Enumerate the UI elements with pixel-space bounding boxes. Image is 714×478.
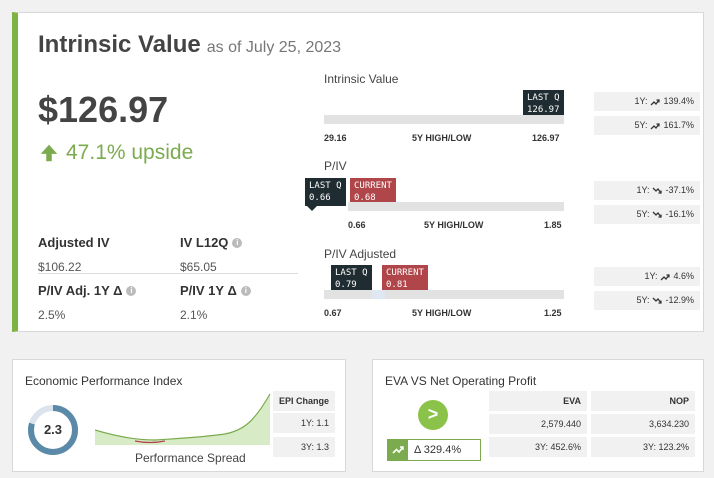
card-title: Intrinsic Value as of July 25, 2023 [38, 31, 341, 59]
info-icon[interactable]: i [240, 285, 251, 296]
eva-card: EVA VS Net Operating Profit > Δ 329.4% E… [372, 359, 704, 472]
change-text: -37.1% [665, 185, 694, 195]
info-icon[interactable]: i [232, 237, 243, 248]
eva-delta-text: Δ 329.4% [414, 444, 462, 456]
upside-text: 47.1% upside [66, 141, 194, 164]
eva-header: EVA [489, 391, 587, 411]
nop-value: 3,634.230 [591, 414, 695, 434]
eva-value: 2,579.440 [489, 414, 587, 434]
change-text: 4.6% [673, 271, 694, 281]
change-period: 5Y: [634, 120, 648, 130]
intrinsic-value-card: Intrinsic Value as of July 25, 2023 $126.… [12, 12, 704, 332]
spark-label: Performance Spread [135, 451, 246, 465]
piv-mid: 5Y HIGH/LOW [424, 220, 484, 230]
iv-l12q-value: $65.05 [180, 260, 217, 274]
change-period: 5Y: [636, 209, 650, 219]
trend-up-icon [651, 98, 661, 105]
piv-range-bar [348, 202, 564, 211]
iv-l12q: IV L12Q i $65.05 [180, 235, 243, 274]
epi-gauge [28, 405, 78, 455]
change-text: 161.7% [663, 120, 694, 130]
go-button[interactable]: > [418, 400, 448, 430]
piv-last-q-tip: LAST Q 0.66 [305, 178, 346, 211]
piv-adj-change-5y: 5Y: -12.9% [594, 291, 700, 310]
change-period: 1Y: [644, 271, 658, 281]
piv-adj-range-bar [324, 290, 564, 299]
piv-adj-value: 2.5% [38, 308, 66, 322]
performance-spread-sparkline [95, 393, 271, 445]
epi-card: Economic Performance Index 2.3 Performan… [12, 359, 346, 472]
iv-l12q-label: IV L12Q [180, 235, 229, 250]
arrow-up-icon [40, 144, 58, 162]
piv-1y-value: 2.1% [180, 308, 208, 322]
trend-down-icon [653, 297, 663, 304]
change-text: -12.9% [665, 295, 694, 305]
title-text: Intrinsic Value [38, 31, 201, 58]
piv-change-1y: 1Y: -37.1% [594, 181, 700, 200]
iv-low: 29.16 [324, 133, 347, 143]
iv-range-bar [324, 115, 564, 124]
epi-change-3y: 3Y: 1.3 [273, 437, 335, 457]
adjusted-iv-value: $106.22 [38, 260, 82, 274]
trend-up-icon [388, 440, 408, 460]
piv-adj-range-fill [371, 290, 385, 299]
iv-range-label: Intrinsic Value [324, 72, 399, 86]
change-period: 1Y: [636, 185, 650, 195]
eva-delta: Δ 329.4% [387, 439, 481, 461]
iv-change-5y: 5Y: 161.7% [594, 116, 700, 135]
epi-change-header: EPI Change [273, 391, 335, 411]
as-of-date: as of July 25, 2023 [206, 39, 342, 56]
piv-adj-last-q-tip: LAST Q 0.79 [331, 265, 372, 298]
iv-high: 126.97 [532, 133, 560, 143]
piv-change-5y: 5Y: -16.1% [594, 205, 700, 224]
iv-last-q-tip: LAST Q 126.97 [523, 90, 564, 123]
epi-title: Economic Performance Index [25, 374, 183, 388]
adjusted-iv: Adjusted IV $106.22 [38, 235, 110, 274]
trend-up-icon [661, 273, 671, 280]
change-text: 139.4% [663, 96, 694, 106]
piv-1y-label: P/IV 1Y Δ [180, 283, 237, 298]
info-icon[interactable]: i [126, 285, 137, 296]
nop-change-3y: 3Y: 123.2% [591, 437, 695, 457]
change-period: 5Y: [636, 295, 650, 305]
trend-down-icon [653, 187, 663, 194]
change-period: 1Y: [634, 96, 648, 106]
change-text: -16.1% [665, 209, 694, 219]
piv-high: 1.85 [544, 220, 562, 230]
piv-range-label: P/IV [324, 159, 347, 173]
piv-adj-low: 0.67 [324, 308, 342, 318]
divider [38, 273, 298, 274]
piv-adj-change-1y: 1Y: 4.6% [594, 267, 700, 286]
eva-title: EVA VS Net Operating Profit [385, 374, 537, 388]
iv-mid: 5Y HIGH/LOW [412, 133, 472, 143]
trend-down-icon [653, 211, 663, 218]
iv-change-1y: 1Y: 139.4% [594, 92, 700, 111]
piv-adj-current-tip: CURRENT 0.81 [382, 265, 428, 298]
epi-change-1y: 1Y: 1.1 [273, 413, 335, 433]
piv-low: 0.66 [348, 220, 366, 230]
eva-change-3y: 3Y: 452.6% [489, 437, 587, 457]
piv-adj-mid: 5Y HIGH/LOW [412, 308, 472, 318]
piv-adj-range-label: P/IV Adjusted [324, 247, 397, 261]
intrinsic-value: $126.97 [38, 89, 169, 130]
piv-adj-high: 1.25 [544, 308, 562, 318]
upside: 47.1% upside [38, 141, 193, 165]
trend-up-icon [651, 122, 661, 129]
nop-header: NOP [591, 391, 695, 411]
adjusted-iv-label: Adjusted IV [38, 235, 110, 250]
piv-adj-label: P/IV Adj. 1Y Δ [38, 283, 123, 298]
epi-value: 2.3 [43, 422, 63, 437]
